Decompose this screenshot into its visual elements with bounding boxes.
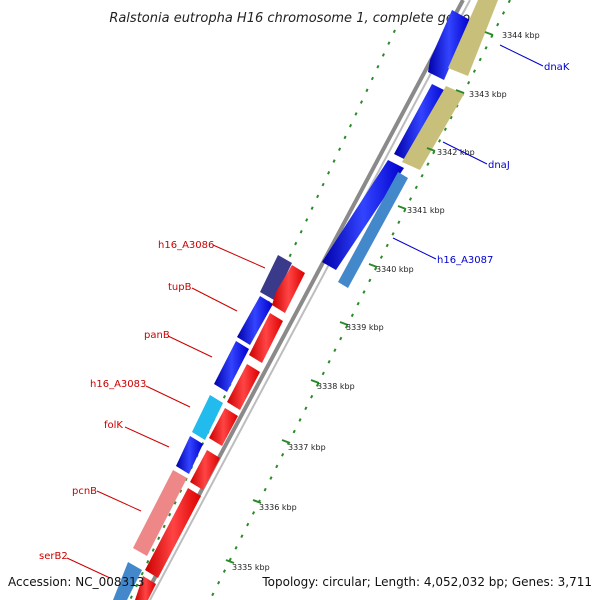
gene-label-pcnB[interactable]: pcnB [72, 486, 97, 497]
gene-label-dnaJ[interactable]: dnaJ [488, 160, 510, 171]
scale-ticks: 3344 kbp 3343 kbp 3342 kbp 3341 kbp 3340… [225, 31, 540, 572]
gene-red-arrow-3 [227, 364, 260, 410]
scale-tick-label: 3337 kbp [288, 443, 326, 452]
gene-leader-line [96, 490, 142, 512]
gene-label-dnaK[interactable]: dnaK [544, 62, 570, 73]
scale-tick-label: 3339 kbp [346, 323, 384, 332]
gene-label-h16-A3087[interactable]: h16_A3087 [437, 255, 493, 266]
gene-leader-line [167, 335, 213, 358]
genome-summary-label: Topology: circular; Length: 4,052,032 bp… [261, 575, 592, 589]
gene-label-serB2[interactable]: serB2 [39, 551, 68, 562]
scale-tick-label: 3338 kbp [317, 382, 355, 391]
gene-khaki-arrow-1 [448, 0, 498, 76]
scale-tick-mark [339, 321, 349, 326]
gene-red-arrow-6 [145, 488, 201, 578]
scale-tick-label: 3341 kbp [407, 206, 445, 215]
gene-leader-line [442, 141, 488, 165]
gene-red-arrow-1 [272, 265, 305, 313]
gene-pcnB-arrow [133, 470, 187, 556]
gene-leader-line [66, 557, 111, 579]
gene-label-folK[interactable]: folK [104, 420, 123, 431]
scale-tick-mark [426, 147, 436, 152]
gene-track-outer [322, 0, 498, 288]
gene-red-arrow-5 [190, 450, 220, 490]
gene-tupB-arrow [237, 296, 273, 345]
gene-leader-line [124, 426, 170, 448]
gene-labels-right: dnaK dnaJ h16_A3087 [392, 44, 570, 266]
gene-label-h16-A3086[interactable]: h16_A3086 [158, 240, 214, 251]
scale-tick-label: 3336 kbp [259, 503, 297, 512]
gene-red-arrow-4 [209, 408, 238, 446]
scale-tick-mark [225, 559, 235, 564]
gene-leader-line [392, 237, 437, 260]
scale-tick-mark [368, 263, 378, 268]
gene-folK-arrow [176, 436, 203, 474]
gene-leader-line [499, 44, 544, 67]
scale-tick-label: 3335 kbp [232, 563, 270, 572]
gene-label-h16-A3083[interactable]: h16_A3083 [90, 379, 146, 390]
scale-tick-mark [281, 439, 291, 444]
scale-tick-mark [484, 31, 494, 36]
scale-tick-label: 3343 kbp [469, 90, 507, 99]
gene-track-inner [113, 255, 305, 600]
scale-tick-mark [252, 499, 262, 504]
gene-labels-left: h16_A3086 tupB panB h16_A3083 folK pcnB … [39, 240, 266, 579]
gene-dnaJ-arrow [322, 160, 404, 270]
gene-label-panB[interactable]: panB [144, 330, 170, 341]
gene-panB-arrow [214, 341, 249, 392]
gene-leader-line [212, 244, 266, 269]
gene-dnaK-arrow [428, 10, 470, 80]
gene-khaki-arrow-2 [402, 86, 464, 170]
gene-red-arrow-7 [135, 576, 156, 600]
scale-tick-mark [397, 205, 407, 210]
gene-red-arrow-2 [249, 313, 283, 363]
map-title: Ralstonia eutropha H16 chromosome 1, com… [109, 11, 490, 26]
scale-tick-mark [455, 89, 465, 94]
gene-h16-A3087-arrow [338, 172, 408, 288]
accession-label: Accession: NC_008313 [8, 575, 144, 589]
gene-label-tupB[interactable]: tupB [168, 282, 192, 293]
gene-dnaK-neighbour-arrow [394, 84, 448, 162]
scale-tick-label: 3342 kbp [437, 148, 475, 157]
scale-tick-label: 3340 kbp [376, 265, 414, 274]
gene-serB2-arrow [113, 562, 142, 600]
gene-leader-line [145, 385, 191, 408]
gene-h16-A3086-arrow [260, 255, 292, 300]
scale-tick-label: 3344 kbp [502, 31, 540, 40]
scale-tick-mark [310, 379, 320, 384]
gene-leader-line [191, 287, 238, 312]
gene-h16-A3083-arrow [192, 395, 223, 440]
